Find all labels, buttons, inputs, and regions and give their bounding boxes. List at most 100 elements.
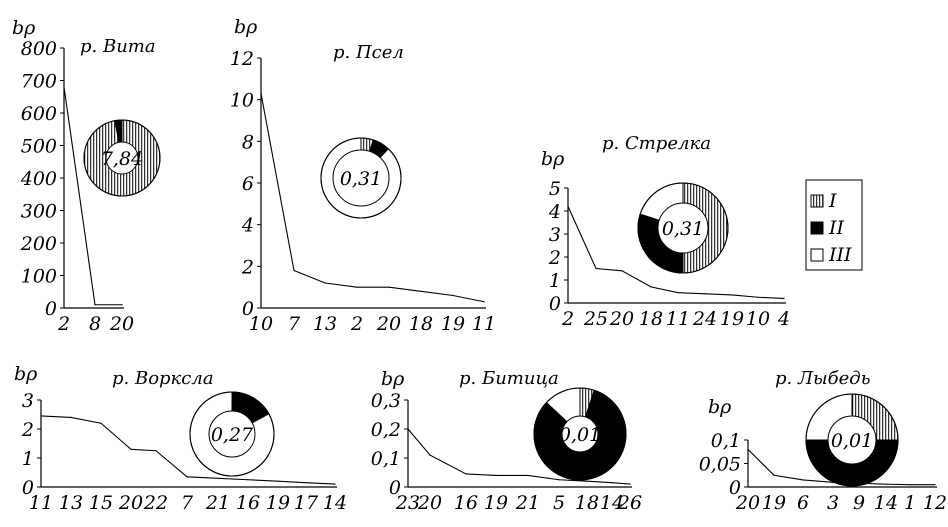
- x-tick-label: 18: [575, 492, 599, 514]
- data-point: [586, 480, 588, 482]
- x-tick-label: 6: [797, 492, 809, 514]
- donut-center-label: 0,01: [559, 424, 601, 446]
- data-point: [802, 479, 804, 481]
- y-axis-label: bρ: [381, 368, 405, 390]
- data-point: [773, 474, 775, 476]
- x-tick-label: 25: [583, 308, 608, 330]
- data-point: [70, 416, 72, 418]
- chart-title: р. Лыбедь: [775, 368, 871, 389]
- data-point: [305, 482, 307, 484]
- data-point: [595, 267, 597, 270]
- y-tick-label: 2: [21, 419, 34, 441]
- data-point: [558, 479, 560, 481]
- data-point: [909, 484, 911, 486]
- donut-hole: [332, 149, 390, 207]
- y-tick-label: 100: [21, 266, 57, 288]
- x-tick-label: 20: [609, 308, 634, 330]
- y-tick-label: 300: [21, 201, 57, 223]
- donut-hole: [827, 415, 877, 465]
- y-axis-label: bρ: [708, 396, 732, 418]
- x-tick-label: 15: [89, 492, 113, 514]
- chart-title: р. Псел: [333, 42, 404, 63]
- x-tick-label: 2: [350, 313, 363, 335]
- x-tick-label: 14: [874, 492, 898, 514]
- data-point: [94, 304, 96, 306]
- donut-hole: [561, 415, 599, 453]
- legend-label-I: I: [828, 190, 837, 212]
- data-point: [677, 292, 679, 294]
- data-point: [465, 473, 467, 475]
- x-tick-label: 18: [639, 308, 663, 330]
- x-tick-label: 14: [600, 492, 624, 514]
- y-axis-label: bρ: [14, 363, 38, 385]
- x-tick-label: 20: [417, 492, 442, 514]
- y-tick-label: 3: [22, 390, 34, 412]
- y-tick-label: 1: [549, 270, 561, 292]
- x-tick-label: 19: [762, 492, 786, 514]
- y-tick-label: 0: [549, 293, 561, 315]
- x-tick-label: 19: [720, 308, 744, 330]
- x-tick-label: 2: [57, 313, 70, 335]
- chart-panel-3: bρ р. Воркслa 0 1 2 3 11 13 15 20 22 7 21 16 19 17 14 0,2…: [14, 363, 347, 514]
- x-tick-label: 19: [441, 313, 465, 335]
- data-point: [247, 479, 249, 481]
- donut-outline: [320, 137, 402, 219]
- y-tick-label: 4: [241, 215, 254, 237]
- chart-title: р. Воркслa: [112, 368, 214, 389]
- x-tick-label: 13: [313, 313, 337, 335]
- inset-donut: 0,31: [637, 182, 729, 274]
- y-tick-label: 0,2: [371, 419, 401, 441]
- series-line: [63, 86, 122, 306]
- y-tick-label: 1: [22, 448, 34, 470]
- x-tick-label: 16: [236, 492, 260, 514]
- x-tick-label: 20: [118, 492, 143, 514]
- y-tick-label: 5: [549, 178, 561, 200]
- series-line: [260, 93, 485, 303]
- y-tick-label: 500: [21, 136, 57, 158]
- data-point: [783, 297, 785, 299]
- x-tick-label: 24: [692, 308, 717, 330]
- y-tick-label: 800: [21, 38, 57, 60]
- y-tick-label: 0: [22, 477, 34, 499]
- data-point: [324, 282, 326, 284]
- y-tick-label: 0: [45, 298, 57, 320]
- y-tick-label: 3: [549, 224, 561, 246]
- donut-center-label: 0,31: [662, 218, 704, 240]
- x-tick-label: 12: [923, 492, 947, 514]
- y-axis-label: bρ: [541, 148, 565, 170]
- y-tick-label: 400: [20, 168, 57, 190]
- y-tick-label: 0,1: [711, 430, 741, 452]
- x-tick-label: 18: [409, 313, 433, 335]
- x-tick-label: 11: [472, 313, 496, 335]
- data-point: [356, 286, 358, 288]
- data-point: [885, 483, 887, 485]
- data-point: [621, 270, 623, 272]
- x-tick-label: 19: [266, 492, 290, 514]
- donut-hole: [657, 202, 709, 254]
- data-point: [650, 286, 652, 288]
- x-tick-label: 17: [294, 492, 319, 514]
- inset-donut: 0,31: [320, 137, 402, 219]
- chart-panel-5: bρ р. Лыбедь 00,050,1 20 19 6 3 9 14 1 12 0,01: [699, 368, 947, 514]
- data-point: [388, 286, 390, 288]
- data-point: [629, 483, 631, 485]
- data-point: [747, 448, 749, 450]
- data-point: [731, 294, 733, 296]
- donut-center-label: 7,84: [101, 148, 143, 170]
- y-axis-label: bρ: [234, 16, 258, 38]
- x-tick-label: 21: [205, 492, 230, 514]
- data-point: [260, 92, 262, 95]
- data-point: [100, 422, 102, 424]
- series-line: [40, 415, 336, 485]
- y-tick-label: 8: [242, 131, 254, 153]
- inset-donut: 0,27: [189, 391, 275, 477]
- data-point: [495, 474, 497, 476]
- x-tick-label: 11: [666, 308, 690, 330]
- x-tick-label: 4: [777, 308, 790, 330]
- data-point: [704, 293, 706, 295]
- data-point: [407, 428, 409, 430]
- x-tick-label: 14: [323, 492, 347, 514]
- y-tick-label: 0: [729, 477, 741, 499]
